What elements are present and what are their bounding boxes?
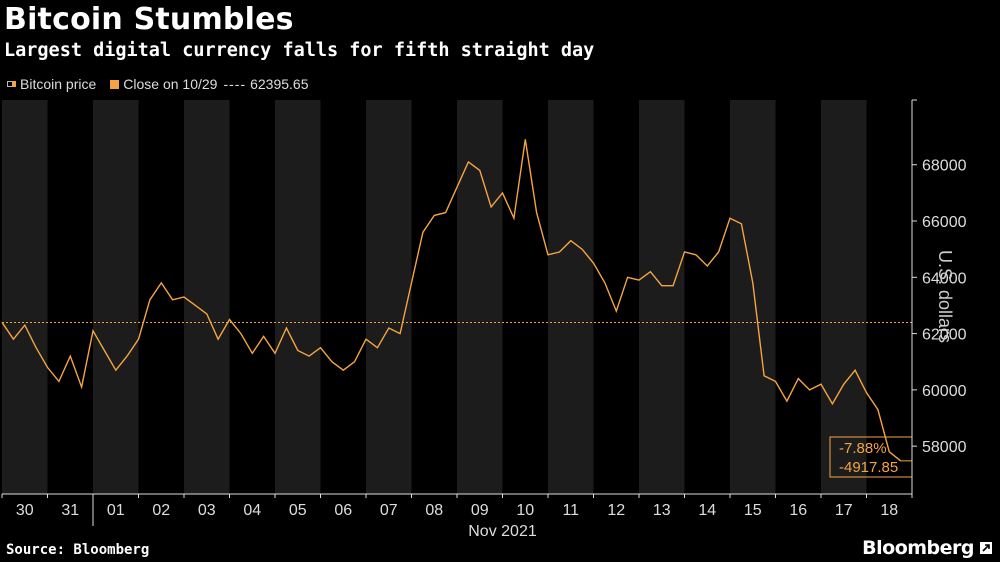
- x-axis: 30 31 01 02 03 04 05 06 07 08 09 10 11 12 13 14 15 16 17 18…: [1, 493, 913, 540]
- day-band: [366, 100, 412, 494]
- x-tick-label: 01: [107, 502, 125, 519]
- x-tick-label: 30: [16, 502, 34, 519]
- y-tick-label: 60000: [922, 383, 967, 400]
- day-band: [275, 100, 321, 494]
- chart-subtitle: Largest digital currency falls for fifth…: [4, 40, 595, 61]
- y-tick-label: 68000: [922, 158, 967, 175]
- day-band: [93, 100, 139, 494]
- price-line-icon: [6, 78, 16, 90]
- day-band: [730, 100, 776, 494]
- source-note: Source: Bloomberg: [6, 542, 150, 558]
- y-axis-label: U.S. dollars: [935, 250, 955, 344]
- x-tick-label: 31: [61, 502, 79, 519]
- x-tick-label: 09: [471, 502, 489, 519]
- day-band: [457, 100, 503, 494]
- x-tick-label: 05: [289, 502, 307, 519]
- x-tick-label: 17: [835, 502, 853, 519]
- x-axis-label: Nov 2021: [468, 523, 537, 540]
- annotation-change: -4917.85: [839, 459, 898, 476]
- x-tick-label: 04: [243, 502, 261, 519]
- y-tick-label: 58000: [922, 439, 967, 456]
- x-tick-label: 08: [425, 502, 443, 519]
- legend-item-price: Bitcoin price: [6, 76, 96, 92]
- legend: Bitcoin price Close on 10/29 ---- 62395.…: [6, 76, 323, 92]
- legend-close-label: Close on 10/29: [123, 76, 218, 92]
- y-axis: 58000 60000 62000 64000 66000 68000: [911, 99, 967, 494]
- legend-close-value: 62395.65: [250, 76, 309, 92]
- day-bands: [2, 100, 867, 494]
- x-tick-label: 13: [653, 502, 671, 519]
- x-tick-label: 14: [698, 502, 716, 519]
- day-band: [821, 100, 867, 494]
- x-tick-label: 06: [334, 502, 352, 519]
- x-tick-label: 11: [562, 502, 579, 519]
- close-swatch-icon: [110, 79, 120, 89]
- x-tick-label: 07: [380, 502, 398, 519]
- x-tick-label: 03: [198, 502, 216, 519]
- day-band: [548, 100, 594, 494]
- y-tick-label: 66000: [922, 214, 967, 231]
- x-tick-label: 12: [607, 502, 625, 519]
- brand-logo: Bloomberg: [862, 537, 974, 559]
- chart-title: Bitcoin Stumbles: [4, 2, 294, 37]
- annotation-percent: -7.88%: [839, 440, 887, 457]
- legend-close-dashes: ----: [223, 76, 247, 92]
- x-tick-label: 02: [152, 502, 170, 519]
- annotations: -7.88% -4917.85: [829, 436, 913, 478]
- y-tick-label: 62000: [922, 327, 967, 344]
- x-tick-label: 16: [789, 502, 807, 519]
- legend-item-close: Close on 10/29 ---- 62395.65: [110, 76, 309, 92]
- x-tick-label: 18: [880, 502, 898, 519]
- legend-price-label: Bitcoin price: [20, 76, 97, 92]
- day-band: [2, 100, 48, 494]
- day-band: [639, 100, 685, 494]
- day-band: [184, 100, 230, 494]
- x-tick-label: 10: [516, 502, 534, 519]
- x-tick-label: 15: [744, 502, 762, 519]
- y-tick-label: 64000: [922, 270, 967, 287]
- bloomberg-mark-icon: [980, 542, 992, 554]
- series-line-bitcoin-price: [1, 139, 902, 462]
